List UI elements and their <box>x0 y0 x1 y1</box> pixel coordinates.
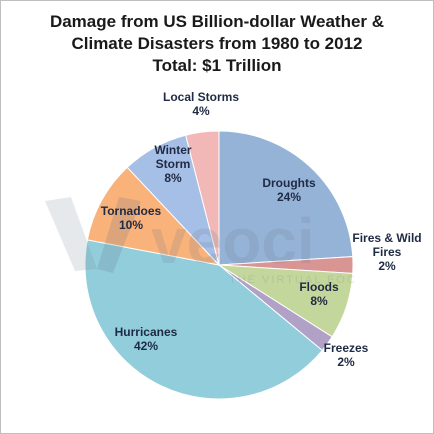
slice-label-winter-storm: Winter Storm 8% <box>154 143 192 185</box>
slice-label-line: Floods <box>299 280 339 294</box>
slice-label-line: 10% <box>119 218 143 232</box>
chart-title-line-2: Climate Disasters from 1980 to 2012 <box>71 34 363 53</box>
slice-label-line: 8% <box>310 294 328 308</box>
slice-label-local-storms: Local Storms 4% <box>163 90 239 118</box>
slice-label-line: Hurricanes <box>115 325 178 339</box>
slice-label-tornadoes: Tornadoes 10% <box>101 204 162 232</box>
slice-label-line: Storm <box>156 157 191 171</box>
slice-label-line: 8% <box>164 171 182 185</box>
chart-title-line-1: Damage from US Billion-dollar Weather & <box>49 12 385 31</box>
slice-label-line: 2% <box>378 259 396 273</box>
slice-label-line: Fires & Wild <box>352 231 421 245</box>
slice-label-line: 4% <box>192 104 210 118</box>
slice-label-line: Droughts <box>262 176 316 190</box>
slice-label-line: 24% <box>277 190 301 204</box>
veoci-watermark: veoci THE VIRTUAL EOC <box>45 197 357 286</box>
slice-label-hurricanes: Hurricanes 42% <box>115 325 178 353</box>
chart-title-line-3: Total: $1 Trillion <box>152 56 282 75</box>
pie-slice-hurricanes <box>84 239 323 400</box>
watermark-logo-icon <box>45 197 141 273</box>
slice-label-floods: Floods 8% <box>299 280 339 308</box>
watermark-text: veoci <box>151 205 315 277</box>
watermark-tagline: THE VIRTUAL EOC <box>229 274 357 286</box>
slice-label-droughts: Droughts 24% <box>262 176 316 204</box>
pie-slices <box>84 130 354 400</box>
slice-label-line: 2% <box>337 355 355 369</box>
slice-label-line: Local Storms <box>163 90 239 104</box>
slice-label-line: Freezes <box>324 341 369 355</box>
slice-label-line: Tornadoes <box>101 204 162 218</box>
slice-labels: Droughts 24%Fires & Wild Fires 2%Floods 8%Fr… <box>101 90 422 369</box>
slice-label-fires-wild-fires: Fires & Wild Fires 2% <box>352 231 421 273</box>
pie-slice-local-storms <box>185 130 220 266</box>
slice-label-line: Fires <box>373 245 402 259</box>
pie-slice-tornadoes <box>86 166 221 266</box>
slice-label-line: 42% <box>134 339 158 353</box>
chart-title: Damage from US Billion-dollar Weather & … <box>1 11 433 77</box>
slice-label-freezes: Freezes 2% <box>324 341 369 369</box>
slice-label-line: Winter <box>154 143 192 157</box>
pie-slice-droughts <box>218 130 354 266</box>
